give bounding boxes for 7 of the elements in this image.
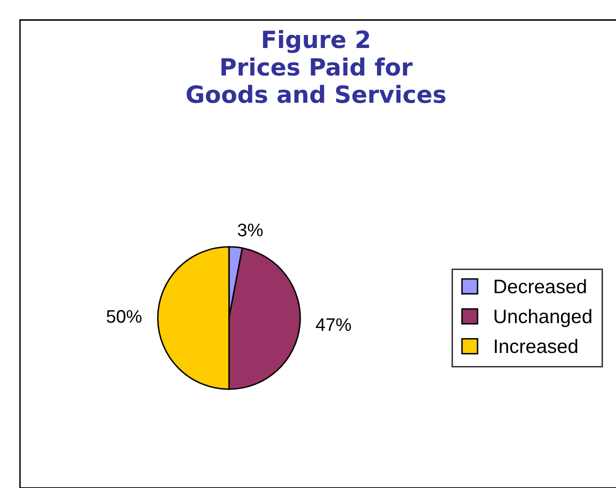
chart-title: Figure 2 Prices Paid for Goods and Services	[186, 30, 446, 104]
legend-label: Decreased	[494, 279, 586, 294]
data-label: 47%	[316, 318, 351, 331]
legend-label: Unchanged	[494, 308, 592, 328]
data-label: 50%	[106, 310, 142, 323]
legend-label: Increased	[494, 338, 578, 354]
data-label: 3%	[238, 224, 263, 236]
